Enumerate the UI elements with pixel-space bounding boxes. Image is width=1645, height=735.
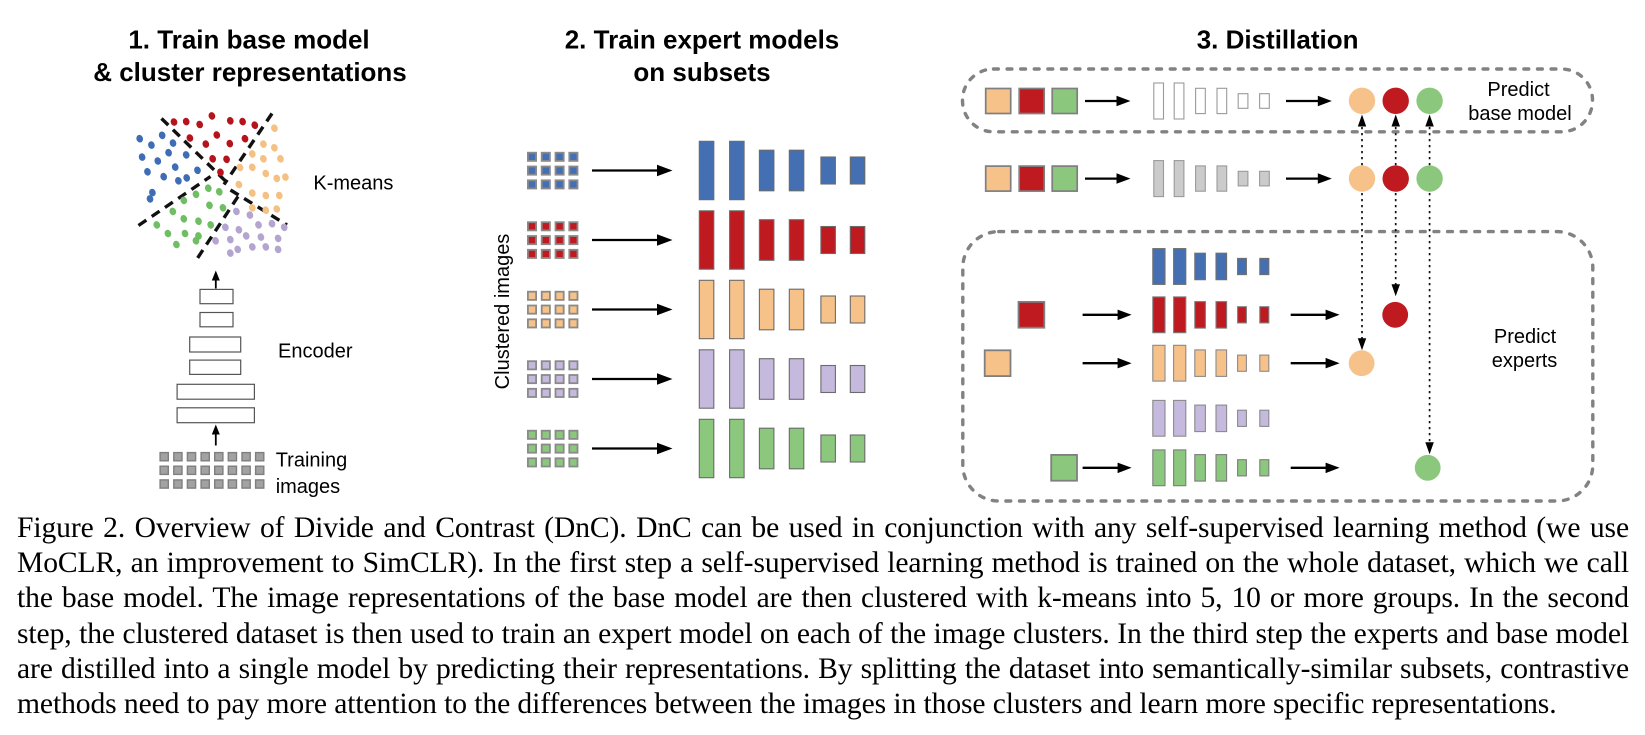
svg-text:1. Train base model: 1. Train base model bbox=[128, 25, 369, 55]
svg-text:2. Train expert models: 2. Train expert models bbox=[565, 25, 840, 55]
svg-text:base model: base model bbox=[1468, 103, 1571, 125]
svg-text:Clustered images: Clustered images bbox=[492, 234, 514, 390]
svg-text:& cluster representations: & cluster representations bbox=[93, 57, 407, 87]
svg-text:Training: Training bbox=[276, 450, 348, 472]
svg-text:Encoder: Encoder bbox=[278, 341, 353, 363]
svg-text:Predict: Predict bbox=[1494, 326, 1557, 348]
svg-text:Predict: Predict bbox=[1487, 79, 1550, 101]
svg-text:experts: experts bbox=[1492, 350, 1558, 372]
svg-text:images: images bbox=[276, 476, 340, 498]
svg-text:on subsets: on subsets bbox=[633, 57, 770, 87]
svg-text:K-means: K-means bbox=[313, 173, 393, 195]
svg-text:3. Distillation: 3. Distillation bbox=[1197, 25, 1359, 55]
